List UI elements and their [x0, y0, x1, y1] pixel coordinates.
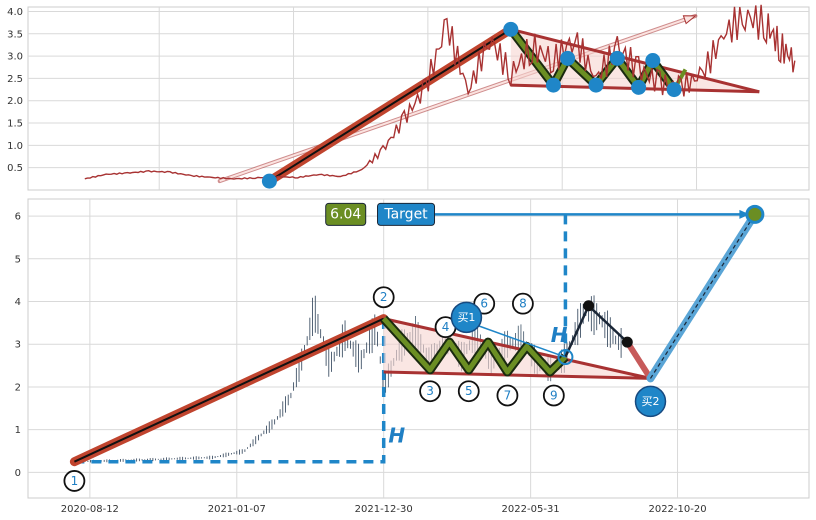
- top-y-tick-label: 4.0: [7, 7, 23, 18]
- top-gridlines: [28, 7, 809, 190]
- target-point: [745, 204, 765, 224]
- top-rising-leg-core: [268, 28, 512, 182]
- top-chart: 0.5 1.0 1.5 2.0 2.5 3.0 3.5 4.0: [7, 4, 810, 191]
- pivot-number-label: 4: [442, 320, 450, 334]
- pullback-node: [621, 336, 633, 348]
- buy1-badge: [450, 301, 483, 334]
- top-price-line: [84, 4, 796, 180]
- top-y-tick-label: 2.5: [7, 74, 23, 85]
- bottom-y-ticks: 0 1 2 3 4 5 6: [15, 212, 21, 479]
- top-pivot-marker: [503, 21, 519, 37]
- pivot-number-circle: [511, 292, 534, 315]
- top-pivot-marker: [588, 77, 604, 93]
- bottom-zigzag: [381, 316, 568, 375]
- bottom-rising-leg-core: [73, 317, 385, 463]
- buy1-connector: [470, 322, 566, 358]
- bottom-y-tick-label: 2: [15, 382, 21, 393]
- swing-high-node: [583, 300, 595, 312]
- breakout-ring: [557, 349, 574, 366]
- top-pivot-marker: [261, 173, 277, 189]
- top-y-ticks: 0.5 1.0 1.5 2.0 2.5 3.0 3.5 4.0: [7, 7, 23, 174]
- bottom-upper-trendline: [383, 317, 651, 380]
- bottom-x-tick-label: 2021-01-07: [208, 504, 266, 515]
- pullback-leg: [624, 339, 654, 382]
- bottom-annotations: 1 2 3 4 5 6 7 8 9 H H 买1 买2 6.04 Target: [63, 202, 667, 492]
- pivot-number-label: 8: [519, 297, 527, 311]
- pivot-number-label: 1: [71, 474, 79, 488]
- buy2-label: 买2: [641, 395, 659, 408]
- pivot-number-label: 2: [380, 290, 388, 304]
- bottom-y-tick-label: 3: [15, 340, 21, 351]
- top-pivot-marker: [645, 53, 661, 69]
- top-pivot-marker: [545, 77, 561, 93]
- top-y-tick-label: 0.5: [7, 163, 23, 174]
- bottom-pattern-overlay: [69, 204, 765, 467]
- top-y-tick-label: 1.0: [7, 141, 23, 152]
- buy1-label: 买1: [457, 311, 475, 324]
- pivot-number-label: 3: [426, 384, 434, 398]
- pivot-number-circle: [63, 470, 86, 492]
- bottom-x-ticks: 2020-08-12 2021-01-07 2021-12-30 2022-05-31…: [61, 504, 707, 515]
- pivot-number-circle: [419, 380, 441, 403]
- target-value-box: [325, 202, 367, 226]
- top-pivot-marker: [666, 82, 682, 98]
- target-arrow-head: [739, 209, 750, 219]
- top-pivot-marker: [609, 50, 625, 66]
- top-y-tick-label: 3.0: [7, 52, 23, 63]
- bottom-y-tick-label: 1: [15, 425, 21, 436]
- h-height-measure: [74, 318, 386, 464]
- pivot-number-label: 5: [465, 384, 473, 398]
- buy2-badge: [634, 385, 667, 418]
- pivot-number-circle: [542, 384, 565, 407]
- pivot-number-circle: [457, 380, 480, 403]
- bottom-x-tick-label: 2022-05-31: [502, 504, 560, 515]
- top-price-series: [84, 4, 796, 180]
- pivot-number-label: 9: [550, 388, 558, 402]
- bottom-y-tick-label: 4: [15, 297, 21, 308]
- pivot-number-label: 7: [504, 388, 512, 402]
- pivot-number-circle: [496, 384, 519, 407]
- bottom-x-tick-label: 2022-10-20: [648, 504, 706, 515]
- top-y-tick-label: 1.5: [7, 119, 23, 130]
- target-projection-core: [649, 214, 756, 379]
- top-pivot-marker: [631, 79, 647, 95]
- target-box: [377, 202, 436, 226]
- pivot-number-label: 6: [480, 297, 488, 311]
- bottom-x-tick-label: 2021-12-30: [355, 504, 413, 515]
- top-pivot-markers: [261, 21, 682, 189]
- bottom-y-tick-label: 0: [15, 468, 21, 479]
- bottom-x-tick-label: 2020-08-12: [61, 504, 119, 515]
- pivot-number-circle: [372, 286, 395, 309]
- projection-arrow-head: [682, 15, 697, 25]
- target-box-label: Target: [383, 206, 428, 222]
- h-label-upper: H: [551, 323, 568, 347]
- top-y-tick-label: 3.5: [7, 29, 23, 40]
- target-value-label: 6.04: [330, 206, 361, 222]
- h-label-lower: H: [388, 423, 405, 447]
- top-pivot-marker: [560, 50, 576, 66]
- top-y-tick-label: 2.0: [7, 96, 23, 107]
- bottom-y-tick-label: 6: [15, 212, 21, 223]
- bottom-y-tick-label: 5: [15, 254, 21, 265]
